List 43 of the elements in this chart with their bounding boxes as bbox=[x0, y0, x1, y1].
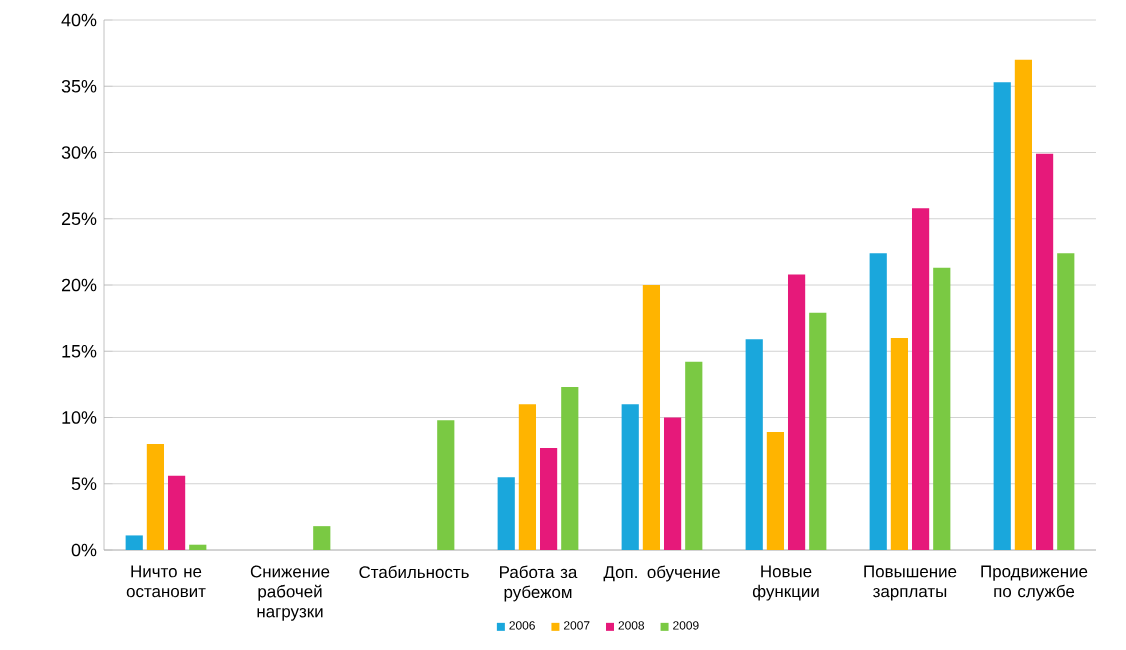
y-tick-label: 15% bbox=[62, 344, 97, 358]
bar bbox=[621, 404, 639, 550]
bar bbox=[685, 361, 703, 550]
bar bbox=[518, 404, 537, 550]
bar bbox=[561, 387, 579, 550]
bar bbox=[869, 253, 887, 550]
y-tick-label: 0% bbox=[71, 543, 97, 557]
bar bbox=[933, 267, 951, 550]
bar bbox=[146, 444, 165, 550]
bar bbox=[437, 420, 455, 550]
x-tick-label: Работа за рубежом bbox=[500, 565, 578, 602]
y-tick-label: 20% bbox=[61, 278, 97, 292]
bar bbox=[539, 447, 558, 550]
y-tick-label: 40% bbox=[61, 13, 97, 27]
y-tick-label: 25% bbox=[61, 212, 97, 226]
bar bbox=[809, 312, 827, 550]
x-tick-label: Ничто не остановит bbox=[126, 565, 206, 598]
bar bbox=[125, 535, 143, 550]
y-tick-label: 35% bbox=[61, 79, 97, 93]
x-tick-label: Новые функции bbox=[752, 565, 819, 601]
x-tick-label: Доп. обучение bbox=[603, 565, 720, 582]
x-tick-label: Повышение зарплаты bbox=[864, 565, 957, 601]
bar bbox=[911, 208, 930, 550]
bar bbox=[313, 526, 331, 550]
bar bbox=[497, 477, 515, 550]
bar bbox=[1035, 153, 1054, 550]
x-tick-label: Продвижение по службе bbox=[981, 565, 1088, 601]
bar bbox=[1057, 253, 1075, 550]
y-tick-label: 30% bbox=[61, 146, 97, 159]
bar bbox=[787, 274, 806, 550]
bar bbox=[642, 285, 661, 550]
x-tick-label: Стабильность bbox=[359, 565, 469, 579]
bar bbox=[993, 82, 1011, 550]
bar bbox=[766, 432, 785, 550]
bar bbox=[890, 338, 909, 550]
y-tick-label: 5% bbox=[71, 477, 97, 491]
bar bbox=[189, 544, 207, 550]
y-tick-label: 10% bbox=[62, 411, 97, 424]
x-tick-label: Снижение рабочей нагрузки bbox=[250, 565, 330, 621]
bar bbox=[167, 475, 186, 550]
bar bbox=[1014, 59, 1032, 550]
bar bbox=[663, 417, 682, 550]
bar bbox=[745, 339, 763, 550]
